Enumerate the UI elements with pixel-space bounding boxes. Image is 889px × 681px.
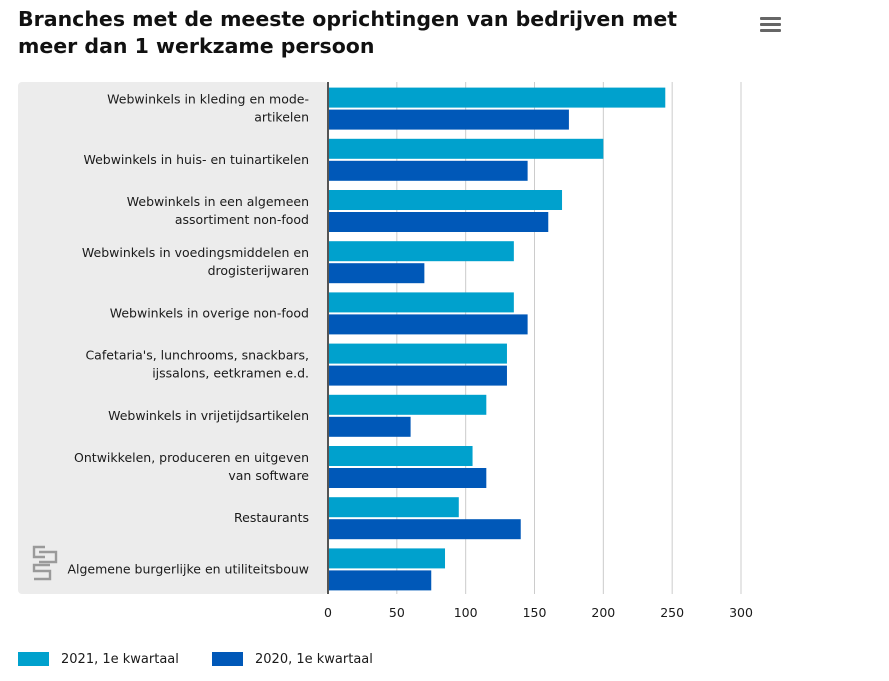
bar [328, 468, 487, 488]
x-tick-label: 50 [389, 605, 405, 620]
x-axis-tick-labels: 0 50 100 150 200 250 300 [324, 605, 753, 620]
bar [328, 292, 514, 313]
category-label: Webwinkels in een algemeen assortiment no… [127, 194, 309, 227]
category-label-line: Webwinkels in huis- en tuinartikelen [83, 152, 309, 167]
category-label: Cafetaria's, lunchrooms, snackbars, ijssa… [85, 348, 309, 381]
bar [328, 519, 521, 540]
bar [328, 394, 487, 415]
category-label: Algemene burgerlijke en utiliteitsbouw [67, 561, 309, 576]
bar [328, 109, 569, 130]
legend-item-2021[interactable]: 2021, 1e kwartaal [18, 650, 179, 668]
category-label-line: Restaurants [234, 510, 309, 525]
cbs-logo-icon [32, 545, 58, 581]
bar [328, 263, 425, 284]
category-labels: Webwinkels in kleding en mode-artikelenW… [67, 92, 309, 577]
category-label: Webwinkels in voedingsmiddelen en drogist… [82, 245, 309, 278]
chart-title: Branches met de meeste oprichtingen van … [18, 7, 678, 58]
category-label: Ontwikkelen, produceren en uitgeven van s… [74, 450, 309, 483]
category-label-line: Ontwikkelen, produceren en uitgeven [74, 450, 309, 465]
category-label: Webwinkels in kleding en mode-artikelen [107, 92, 309, 125]
category-label-panel [18, 82, 328, 594]
category-label: Webwinkels in overige non-food [110, 305, 309, 320]
bars [328, 87, 666, 591]
category-label-line: artikelen [254, 110, 309, 125]
bar [328, 446, 473, 466]
bar [328, 138, 604, 159]
bar [328, 570, 432, 591]
x-tick-label: 250 [660, 605, 684, 620]
category-label-line: Webwinkels in kleding en mode- [107, 92, 309, 107]
category-label: Webwinkels in vrijetijdsartikelen [108, 408, 309, 423]
category-label-line: Webwinkels in voedingsmiddelen en [82, 245, 309, 260]
bar [328, 416, 411, 437]
bar [328, 548, 446, 569]
legend-swatch-2020 [212, 652, 243, 666]
legend-item-2020[interactable]: 2020, 1e kwartaal [212, 650, 373, 668]
category-label-line: Webwinkels in overige non-food [110, 305, 309, 320]
category-label-line: assortiment non-food [175, 212, 309, 227]
x-tick-label: 200 [591, 605, 615, 620]
legend-label-2021: 2021, 1e kwartaal [61, 651, 179, 667]
category-label: Webwinkels in huis- en tuinartikelen [83, 152, 309, 167]
category-label-line: van software [228, 468, 309, 483]
category-label-line: Webwinkels in vrijetijdsartikelen [108, 408, 309, 423]
category-label: Restaurants [234, 510, 309, 525]
bar [328, 241, 514, 262]
x-tick-label: 100 [454, 605, 478, 620]
category-label-line: Algemene burgerlijke en utiliteitsbouw [67, 561, 309, 576]
bar [328, 365, 507, 386]
x-tick-label: 150 [523, 605, 547, 620]
category-label-line: Cafetaria's, lunchrooms, snackbars, [85, 348, 309, 363]
bar [328, 190, 563, 210]
hamburger-menu-icon[interactable] [758, 14, 784, 36]
bar [328, 160, 528, 181]
category-label-line: drogisterijwaren [208, 263, 309, 278]
x-tick-label: 300 [729, 605, 753, 620]
category-label-line: ijssalons, eetkramen e.d. [152, 366, 309, 381]
legend-label-2020: 2020, 1e kwartaal [255, 651, 373, 667]
bar [328, 497, 459, 518]
category-label-line: Webwinkels in een algemeen [127, 194, 309, 209]
bar [328, 87, 666, 108]
x-tick-label: 0 [324, 605, 332, 620]
bar [328, 212, 549, 232]
bar [328, 343, 507, 364]
bar [328, 314, 528, 335]
legend-swatch-2021 [18, 652, 49, 666]
